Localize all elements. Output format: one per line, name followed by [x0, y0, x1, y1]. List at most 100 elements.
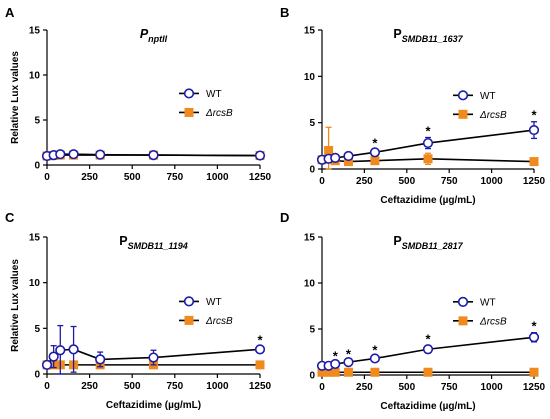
x-tick-label: 750 [441, 176, 458, 187]
data-point-wt [330, 358, 341, 370]
x-tick-label: 1250 [523, 382, 546, 393]
data-point-rcsb [423, 367, 433, 377]
y-tick-label: 15 [304, 233, 316, 244]
significance-star: * [531, 108, 537, 123]
data-point-wt [48, 351, 59, 362]
data-point-wt [369, 147, 381, 158]
legend-marker [458, 316, 468, 326]
data-point-wt [254, 150, 266, 161]
legend-entry-wt: WT [453, 296, 496, 308]
panel-d: D PSMDB11_2817 0 5 10 15 0 250 500 750 1000 1250 Cef… [280, 210, 546, 412]
legend-entry-rcsb: ΔrcsB [179, 315, 233, 327]
data-point-wt [369, 353, 381, 364]
x-tick-label: 500 [124, 381, 141, 392]
y-tick-label: 5 [34, 324, 40, 335]
y-tick-label: 5 [34, 116, 40, 127]
panel-letter: C [5, 210, 15, 225]
data-point-rcsb [529, 157, 539, 167]
data-point-rcsb [529, 367, 539, 377]
data-point-wt [68, 149, 79, 160]
data-point-rcsb [330, 367, 340, 377]
data-point-wt [343, 357, 354, 368]
panel-title-subscript: SMDB11_2817 [402, 241, 464, 251]
legend-label: ΔrcsB [479, 110, 507, 121]
panel-title-subscript: nptII [148, 34, 167, 44]
data-point-wt [343, 150, 354, 162]
y-axis-title: Relative Lux values [10, 259, 21, 352]
x-tick-label: 250 [356, 176, 373, 187]
legend-entry-rcsb: ΔrcsB [453, 316, 507, 327]
legend-marker [183, 88, 195, 99]
data-point-wt [422, 344, 434, 355]
panel-letter: D [280, 210, 289, 225]
legend-marker [183, 296, 195, 307]
legend-label: ΔrcsB [479, 316, 507, 327]
legend-label: ΔrcsB [205, 108, 233, 119]
x-tick-label: 0 [319, 382, 325, 393]
x-tick-label: 750 [441, 382, 458, 393]
x-tick-label: 1000 [480, 382, 503, 393]
panel-a: A PnptII 0 5 10 15 0 250 500 750 1000 1250 Relative … [5, 5, 272, 183]
series-wt [316, 121, 540, 165]
x-tick-label: 500 [398, 176, 415, 187]
y-tick-label: 5 [309, 118, 315, 129]
x-tick-label: 250 [81, 381, 98, 392]
x-tick-label: 1000 [206, 381, 229, 392]
legend-label: WT [206, 89, 222, 100]
panel-title-prefix: P [119, 234, 127, 248]
data-point-wt [95, 354, 106, 365]
x-axis-title: Ceftazidime (µg/mL) [380, 195, 475, 206]
panel-title: PnptII [140, 27, 168, 44]
legend-entry-rcsb: ΔrcsB [179, 107, 233, 119]
data-point-rcsb [370, 367, 380, 377]
x-tick-label: 1250 [249, 381, 272, 392]
data-point-wt [148, 352, 159, 363]
y-tick-label: 15 [29, 233, 41, 244]
series-rcsb [317, 126, 539, 170]
x-axis-title: Ceftazidime (µg/mL) [380, 401, 475, 412]
series-rcsb [317, 367, 539, 377]
data-point-wt [528, 332, 540, 343]
y-tick-label: 0 [309, 165, 315, 176]
data-point-wt [254, 344, 266, 355]
data-point-wt [55, 345, 66, 356]
data-point-rcsb [370, 156, 380, 166]
x-tick-label: 1250 [249, 172, 272, 183]
series-wt [41, 149, 266, 162]
legend-label: ΔrcsB [205, 316, 233, 327]
legend-entry-wt: WT [179, 296, 222, 308]
panel-title: PSMDB11_1637 [393, 27, 463, 44]
legend-entry-wt: WT [179, 88, 222, 100]
data-point-rcsb [343, 367, 353, 377]
y-tick-label: 0 [309, 371, 315, 382]
data-point-wt [148, 150, 159, 161]
x-tick-label: 250 [81, 172, 98, 183]
y-tick-label: 10 [304, 279, 316, 290]
x-tick-label: 250 [356, 382, 373, 393]
legend-marker [184, 107, 194, 117]
panel-c: C PSMDB11_1194 0 5 10 15 0 250 500 750 1000 1250 Rel… [5, 210, 272, 411]
significance-star: * [531, 319, 537, 334]
data-point-wt [68, 344, 79, 355]
y-tick-label: 0 [34, 161, 40, 172]
legend-marker [457, 90, 469, 101]
x-tick-label: 500 [398, 382, 415, 393]
significance-star: * [372, 136, 378, 151]
significance-star: * [346, 347, 352, 362]
x-tick-label: 0 [319, 176, 325, 187]
panel-b: B PSMDB11_1637 0 5 10 15 0 250 500 750 1000 1250 Cef… [280, 5, 546, 206]
legend-label: WT [480, 297, 496, 308]
significance-star: * [372, 343, 378, 358]
legend-marker [184, 315, 194, 325]
y-tick-label: 0 [34, 370, 40, 381]
y-tick-label: 10 [29, 278, 41, 289]
x-tick-label: 0 [44, 381, 50, 392]
data-point-rcsb [255, 360, 265, 370]
significance-star: * [333, 349, 339, 364]
y-axis-title: Relative Lux values [10, 51, 21, 144]
y-tick-label: 15 [304, 26, 316, 37]
y-tick-label: 15 [29, 26, 41, 37]
panel-letter: B [280, 5, 289, 20]
data-point-wt [41, 359, 53, 370]
